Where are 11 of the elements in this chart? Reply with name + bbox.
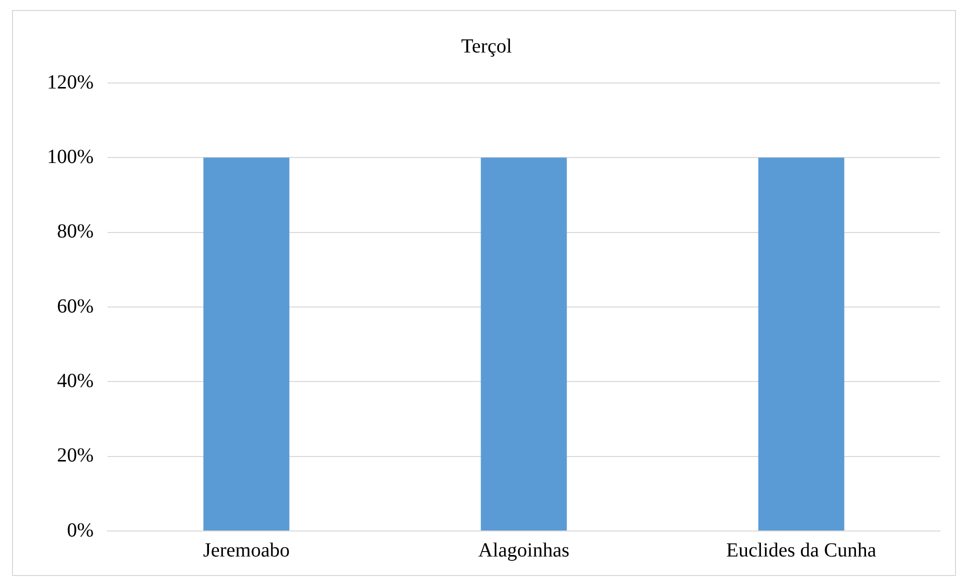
chart-title: Terçol bbox=[461, 35, 512, 58]
y-tick-label: 0% bbox=[66, 519, 94, 542]
x-tick-label: Euclides da Cunha bbox=[726, 539, 876, 562]
y-tick-label: 80% bbox=[56, 220, 94, 243]
y-tick-label: 60% bbox=[56, 295, 94, 318]
y-tick-label: 120% bbox=[46, 71, 94, 94]
x-tick-label: Jeremoabo bbox=[203, 539, 290, 562]
x-tick-label: Alagoinhas bbox=[478, 539, 570, 562]
y-tick-label: 20% bbox=[56, 444, 94, 467]
y-tick-label: 40% bbox=[56, 370, 94, 392]
y-tick-label: 100% bbox=[46, 146, 94, 168]
